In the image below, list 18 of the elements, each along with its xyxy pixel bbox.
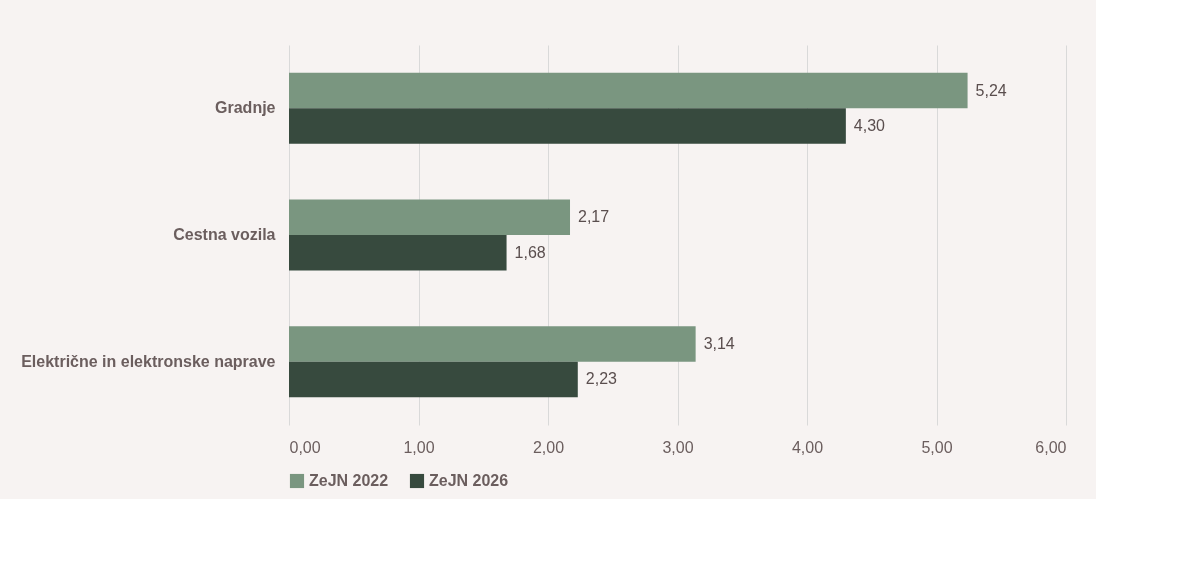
data-label: 4,30	[853, 117, 886, 135]
x-tick-label: 6,00	[1035, 438, 1067, 456]
x-tick-label: 1,00	[403, 438, 435, 456]
data-label: 2,23	[585, 370, 618, 388]
x-tick-label: 3,00	[662, 438, 694, 456]
data-label: 1,68	[514, 243, 546, 261]
legend-label: ZeJN 2026	[429, 472, 509, 489]
y-tick-label: Električne in elektronske naprave	[21, 352, 276, 370]
x-tick-label: 4,00	[791, 438, 824, 456]
legend-label: ZeJN 2022	[309, 472, 389, 489]
data-label: 3,14	[703, 334, 735, 352]
x-tick-label: 5,00	[921, 438, 953, 456]
x-tick-label: 0,00	[289, 438, 321, 456]
data-label: 5,24	[975, 81, 1007, 99]
x-tick-label: 2,00	[532, 438, 565, 456]
data-label: 2,17	[578, 208, 610, 226]
y-tick-label: Cestna vozila	[173, 226, 276, 243]
y-tick-label: Gradnje	[215, 99, 276, 117]
